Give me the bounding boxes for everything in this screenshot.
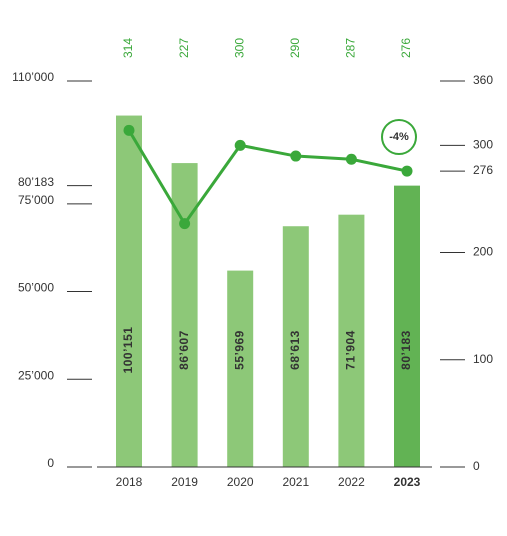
bar [116,115,142,467]
annotation: -4% [389,131,409,143]
bar [394,185,420,468]
annotation-circle [381,119,417,155]
line-point [179,218,191,230]
top-value-label: 300 [232,38,246,58]
y-tick-label: 80’183 [18,175,54,189]
y2-tick-label: 360 [473,73,493,87]
bar-value-label: 80’183 [399,330,413,370]
y-tick-label: 50’000 [18,281,54,295]
bar [227,270,254,467]
line [127,129,408,227]
top-value-label: 276 [399,38,413,58]
y-tick-label: 25’000 [18,368,54,382]
line-point [345,153,357,165]
top-value-label: 290 [288,38,302,58]
bar-value-label: 86’607 [177,330,191,370]
bar-value-label: 68’613 [288,330,302,370]
y-tick-label: 75’000 [18,193,54,207]
x-tick-label: 2020 [227,475,254,489]
bar-value-label: 100’151 [121,327,135,374]
line-point [234,139,246,151]
bar-value-label: 55’969 [232,330,246,370]
line-point [123,124,135,136]
bar [282,226,309,467]
bar [338,214,365,467]
top-value-label: 314 [121,38,135,58]
y-tick-label: 110’000 [12,70,54,84]
y2-tick-label: 276 [473,163,493,177]
x-tick-label: 2021 [282,475,309,489]
line-point [290,150,302,162]
x-tick-label: 2018 [116,475,143,489]
bar-value-label: 71’904 [344,330,358,370]
x-tick-label: 2023 [394,475,421,489]
top-value-label: 227 [177,38,191,58]
y2-tick-label: 0 [473,459,480,473]
line-point [401,165,413,177]
y-tick-label: 0 [47,456,54,470]
y2-tick-label: 100 [473,352,493,366]
x-tick-label: 2019 [171,475,198,489]
top-value-label: 287 [344,38,358,58]
y2-tick-label: 300 [473,138,493,152]
y2-tick-label: 200 [473,245,493,259]
x-tick-label: 2022 [338,475,365,489]
